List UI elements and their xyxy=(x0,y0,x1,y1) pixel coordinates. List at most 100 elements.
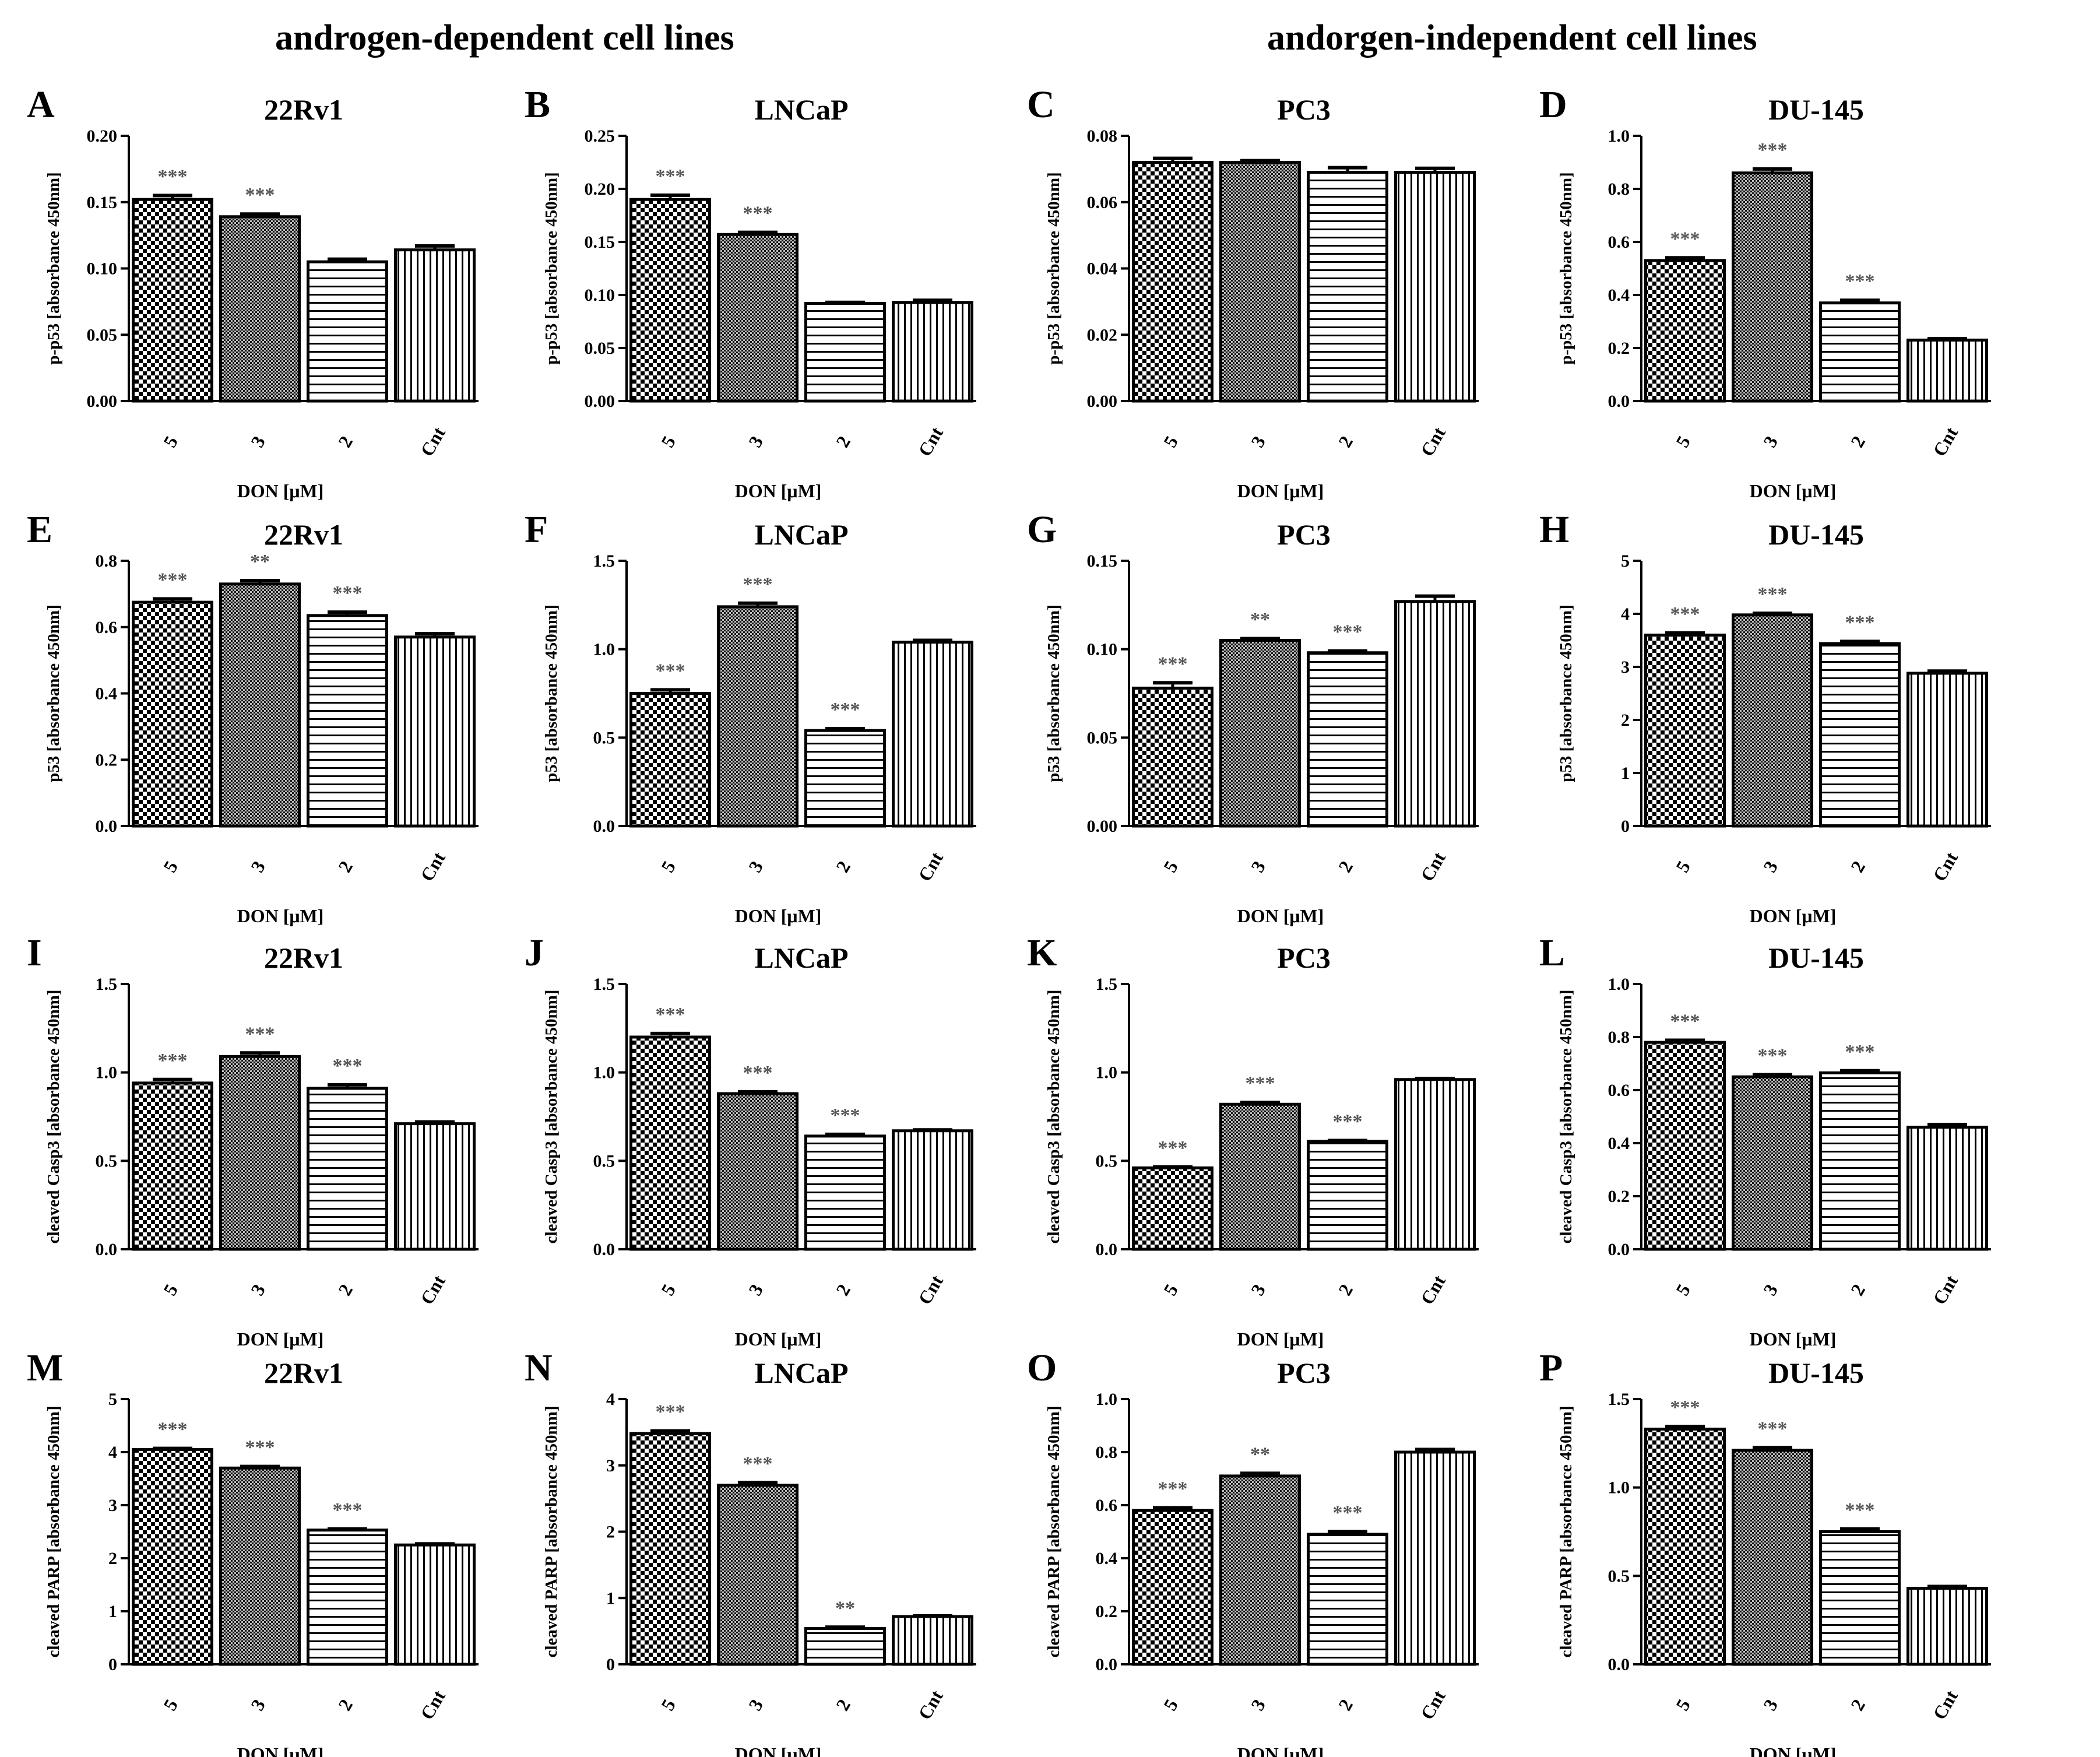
x-tick-label: Cnt xyxy=(416,1686,449,1723)
x-tick-label: 3 xyxy=(247,433,269,451)
header-androgen-independent: andorgen-independent cell lines xyxy=(1267,18,1757,58)
bar-cnt xyxy=(1394,1450,1476,1666)
significance-label: *** xyxy=(1758,1418,1788,1439)
y-tick-label: 0.05 xyxy=(1087,728,1118,747)
bar-2 xyxy=(804,1627,886,1666)
y-tick-label: 0.8 xyxy=(1096,1443,1118,1462)
significance-label: *** xyxy=(1670,1010,1700,1032)
y-tick-label: 0.6 xyxy=(1608,1081,1630,1100)
bar-5 xyxy=(629,692,711,828)
chart-title: 22Rv1 xyxy=(264,93,343,126)
y-tick-label: 0.00 xyxy=(1087,817,1118,836)
x-tick-label: 3 xyxy=(247,1281,269,1299)
x-tick-label: 5 xyxy=(1672,858,1694,876)
x-tick-label: 3 xyxy=(247,858,269,876)
x-tick-label: 2 xyxy=(1846,433,1869,451)
x-tick-label: 3 xyxy=(1247,433,1269,451)
y-axis-label: cleaved Casp3 [absorbance 450nm] xyxy=(542,990,561,1244)
significance-label: *** xyxy=(656,660,685,681)
y-tick-label: 0.4 xyxy=(1608,286,1630,305)
y-tick-label: 0.08 xyxy=(1087,126,1118,146)
chart-title: DU-145 xyxy=(1768,93,1864,126)
y-tick-label: 0.0 xyxy=(1608,392,1630,411)
bar-5 xyxy=(629,1035,711,1251)
significance-label: *** xyxy=(1758,584,1788,605)
chart-title: LNCaP xyxy=(754,1357,848,1389)
x-tick-label: Cnt xyxy=(1929,423,1962,460)
bar-2 xyxy=(307,614,388,828)
bar-2 xyxy=(1819,642,1901,828)
y-tick-label: 0.6 xyxy=(1096,1496,1118,1515)
y-tick-label: 0.2 xyxy=(96,750,118,769)
y-tick-label: 0.02 xyxy=(1087,325,1118,345)
x-tick-label: 2 xyxy=(1334,433,1357,451)
y-tick-label: 0.0 xyxy=(593,817,615,836)
y-tick-label: 3 xyxy=(606,1456,615,1475)
x-tick-label: 2 xyxy=(1334,1281,1357,1299)
y-tick-label: 1.0 xyxy=(593,640,615,659)
chart-panel-l: L DU-145 0.0 0.2 0.4 0.6 0.8 1.0 cleaved Casp3 [… xyxy=(1539,932,1991,1350)
y-tick-label: 0.5 xyxy=(593,1151,615,1171)
bar-cnt xyxy=(394,1122,476,1251)
y-axis-label: p53 [absorbance 450nm] xyxy=(542,605,561,782)
chart-panel-a: A 22Rv1 0.00 0.05 0.10 0.15 0.20 p-p53 [absorba… xyxy=(27,83,479,501)
bar-3 xyxy=(1732,1449,1813,1666)
x-tick-label: 2 xyxy=(832,1281,854,1299)
y-tick-label: 3 xyxy=(1621,658,1630,677)
x-tick-label: 3 xyxy=(1759,1696,1782,1714)
bar-5 xyxy=(1644,1041,1726,1251)
x-axis-label: DON [μM] xyxy=(735,480,822,501)
bar-5 xyxy=(132,1447,213,1666)
chart-panel-d: D DU-145 0.0 0.2 0.4 0.6 0.8 1.0 p-p53 [absorban… xyxy=(1539,83,1991,501)
y-tick-label: 0.10 xyxy=(87,259,118,279)
y-tick-label: 0.8 xyxy=(1608,1028,1630,1047)
panel-letter: P xyxy=(1539,1347,1563,1389)
bar-5 xyxy=(132,600,213,828)
bar-3 xyxy=(1732,171,1813,403)
significance-label: *** xyxy=(1158,1478,1188,1500)
significance-label: *** xyxy=(743,1453,773,1474)
significance-label: *** xyxy=(158,569,188,591)
y-tick-label: 0.20 xyxy=(585,180,615,199)
y-tick-label: 1 xyxy=(108,1602,117,1621)
significance-label: *** xyxy=(333,582,363,604)
x-tick-label: 2 xyxy=(334,433,357,451)
y-tick-label: 1.0 xyxy=(1096,1063,1118,1083)
panel-letter: D xyxy=(1539,83,1567,126)
y-tick-label: 1.5 xyxy=(1096,975,1118,994)
x-tick-label: Cnt xyxy=(1416,848,1450,885)
bar-cnt xyxy=(394,635,476,828)
chart-panel-e: E 22Rv1 0.0 0.2 0.4 0.6 0.8 p53 [absorbance 450… xyxy=(27,508,479,926)
bar-3 xyxy=(219,215,301,403)
x-tick-label: 2 xyxy=(334,1281,357,1299)
x-tick-label: 5 xyxy=(1672,1281,1694,1299)
panel-letter: M xyxy=(27,1347,63,1389)
x-tick-label: 5 xyxy=(1672,433,1694,451)
y-axis-label: p-p53 [absorbance 450nm] xyxy=(542,172,561,364)
significance-label: *** xyxy=(743,203,773,224)
y-axis-label: cleaved Casp3 [absorbance 450nm] xyxy=(44,990,63,1244)
panel-letter: E xyxy=(27,508,52,551)
y-axis-label: p53 [absorbance 450nm] xyxy=(44,605,63,782)
significance-label: *** xyxy=(1845,1041,1875,1063)
x-tick-label: 3 xyxy=(1759,1281,1782,1299)
y-tick-label: 0.20 xyxy=(87,126,118,146)
y-tick-label: 0.15 xyxy=(87,193,118,212)
chart-title: DU-145 xyxy=(1768,518,1864,551)
y-tick-label: 0.15 xyxy=(585,233,615,252)
x-tick-label: 5 xyxy=(657,858,680,876)
y-axis-label: p53 [absorbance 450nm] xyxy=(1044,605,1063,782)
x-tick-label: 5 xyxy=(159,858,182,876)
panel-letter: A xyxy=(27,83,55,126)
x-tick-label: 5 xyxy=(1159,1281,1182,1299)
significance-label: *** xyxy=(1845,612,1875,633)
bar-2 xyxy=(1819,1530,1901,1666)
x-tick-label: Cnt xyxy=(914,423,947,460)
y-tick-label: 0.0 xyxy=(1096,1655,1118,1674)
x-tick-label: Cnt xyxy=(416,1271,449,1308)
panel-letter: N xyxy=(525,1347,553,1389)
panel-letter: O xyxy=(1027,1347,1057,1389)
significance-label: *** xyxy=(831,1105,860,1126)
